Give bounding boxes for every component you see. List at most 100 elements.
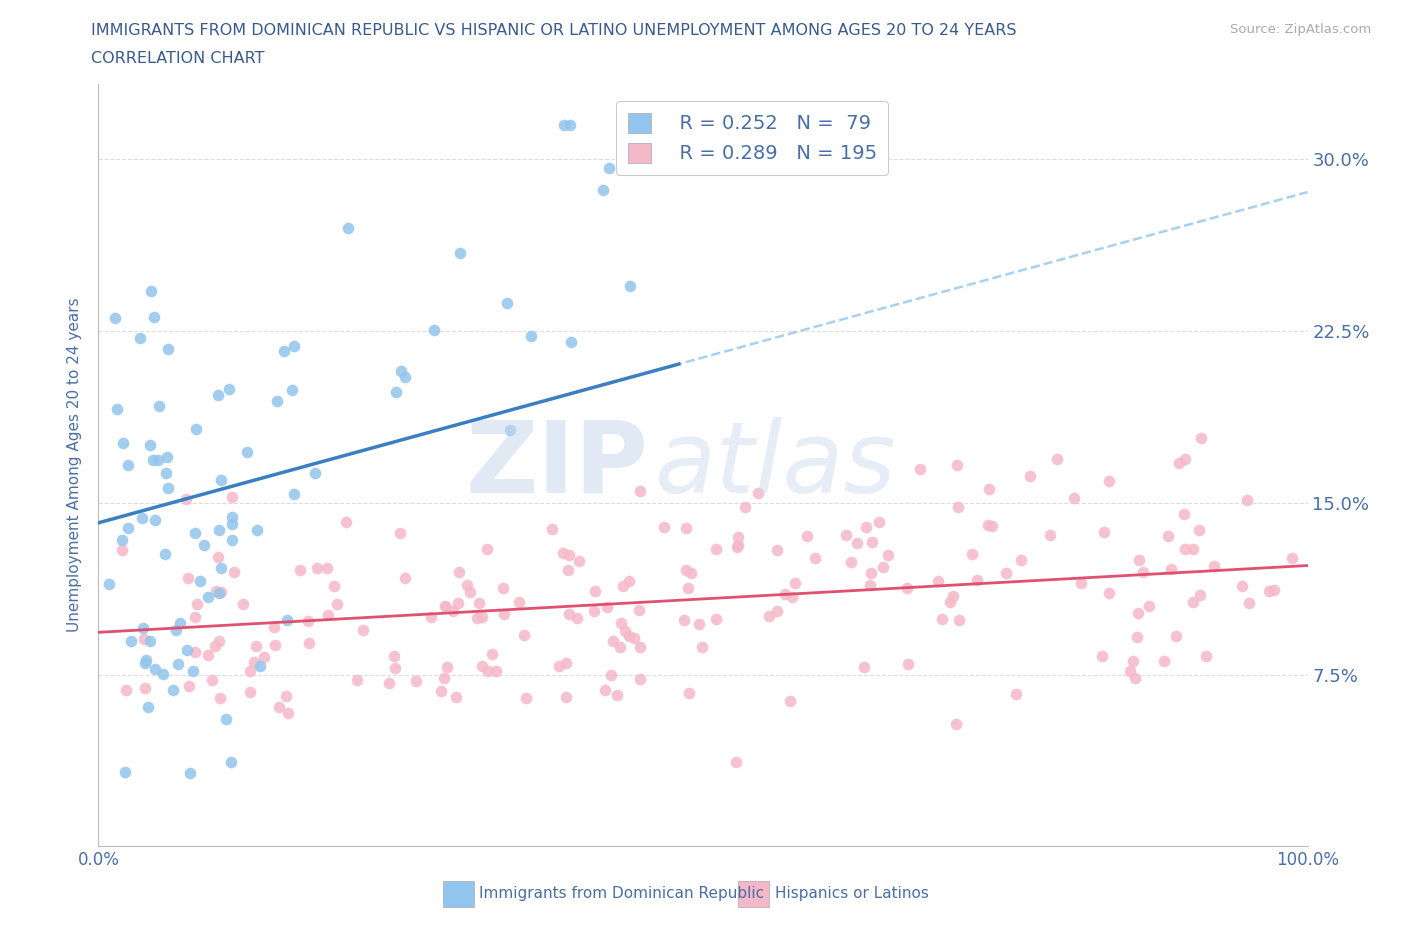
Point: [266, 393, 288, 408]
Point: [436, 659, 458, 674]
Point: [872, 560, 894, 575]
Point: [389, 526, 412, 541]
Point: [1236, 493, 1258, 508]
Point: [146, 452, 169, 467]
Point: [456, 578, 478, 592]
Y-axis label: Unemployment Among Ages 20 to 24 years: Unemployment Among Ages 20 to 24 years: [67, 298, 83, 632]
Point: [458, 584, 481, 599]
Point: [980, 519, 1002, 534]
Point: [1160, 562, 1182, 577]
Point: [1174, 542, 1197, 557]
Point: [209, 561, 232, 576]
Point: [598, 161, 620, 176]
Point: [679, 566, 702, 581]
Point: [249, 659, 271, 674]
Point: [839, 554, 862, 569]
Point: [111, 435, 134, 450]
Point: [176, 643, 198, 658]
Point: [896, 580, 918, 595]
Point: [599, 668, 621, 683]
Point: [323, 578, 346, 593]
Point: [447, 595, 470, 610]
Point: [277, 706, 299, 721]
Point: [1046, 452, 1069, 467]
Point: [184, 421, 207, 436]
Point: [1191, 431, 1213, 445]
Point: [1126, 630, 1149, 644]
Point: [859, 578, 882, 592]
Point: [727, 538, 749, 552]
Point: [167, 657, 190, 671]
Point: [727, 530, 749, 545]
Point: [156, 342, 179, 357]
Point: [948, 613, 970, 628]
Point: [346, 672, 368, 687]
Point: [273, 343, 295, 358]
Point: [430, 684, 453, 698]
Point: [946, 499, 969, 514]
Point: [221, 510, 243, 525]
Point: [548, 658, 571, 673]
Point: [153, 546, 176, 561]
Point: [1195, 648, 1218, 663]
Point: [131, 511, 153, 525]
Point: [232, 597, 254, 612]
Point: [606, 687, 628, 702]
Point: [280, 382, 302, 397]
Point: [235, 445, 257, 459]
Point: [115, 683, 138, 698]
Point: [183, 526, 205, 541]
Point: [860, 535, 883, 550]
Point: [142, 452, 165, 467]
Point: [434, 599, 457, 614]
Point: [495, 296, 517, 311]
Point: [1098, 474, 1121, 489]
Point: [433, 671, 456, 685]
Point: [141, 284, 163, 299]
Point: [208, 585, 231, 600]
Point: [134, 631, 156, 646]
Point: [1128, 552, 1150, 567]
Point: [834, 528, 856, 543]
Point: [1182, 594, 1205, 609]
Point: [553, 546, 575, 561]
Point: [283, 486, 305, 501]
Point: [541, 522, 564, 537]
Point: [382, 648, 405, 663]
Point: [181, 664, 204, 679]
Point: [583, 583, 606, 598]
Point: [583, 604, 606, 618]
Point: [169, 616, 191, 631]
Point: [111, 542, 134, 557]
Point: [1004, 686, 1026, 701]
Point: [766, 543, 789, 558]
Point: [727, 539, 749, 554]
Point: [758, 609, 780, 624]
Point: [1137, 598, 1160, 613]
Point: [678, 685, 700, 700]
Point: [860, 565, 883, 580]
Point: [263, 638, 285, 653]
Point: [238, 664, 260, 679]
Point: [224, 565, 246, 580]
Point: [796, 529, 818, 544]
Point: [1128, 605, 1150, 620]
Point: [134, 656, 156, 671]
Point: [1019, 469, 1042, 484]
Point: [593, 683, 616, 698]
Point: [485, 664, 508, 679]
Point: [197, 647, 219, 662]
Point: [444, 690, 467, 705]
Point: [945, 716, 967, 731]
Point: [499, 423, 522, 438]
Point: [619, 574, 641, 589]
Point: [184, 644, 207, 659]
Point: [207, 388, 229, 403]
Point: [177, 571, 200, 586]
Point: [927, 574, 949, 589]
Text: Hispanics or Latinos: Hispanics or Latinos: [775, 886, 928, 901]
Point: [779, 694, 801, 709]
Point: [477, 541, 499, 556]
Point: [218, 381, 240, 396]
Point: [186, 596, 208, 611]
